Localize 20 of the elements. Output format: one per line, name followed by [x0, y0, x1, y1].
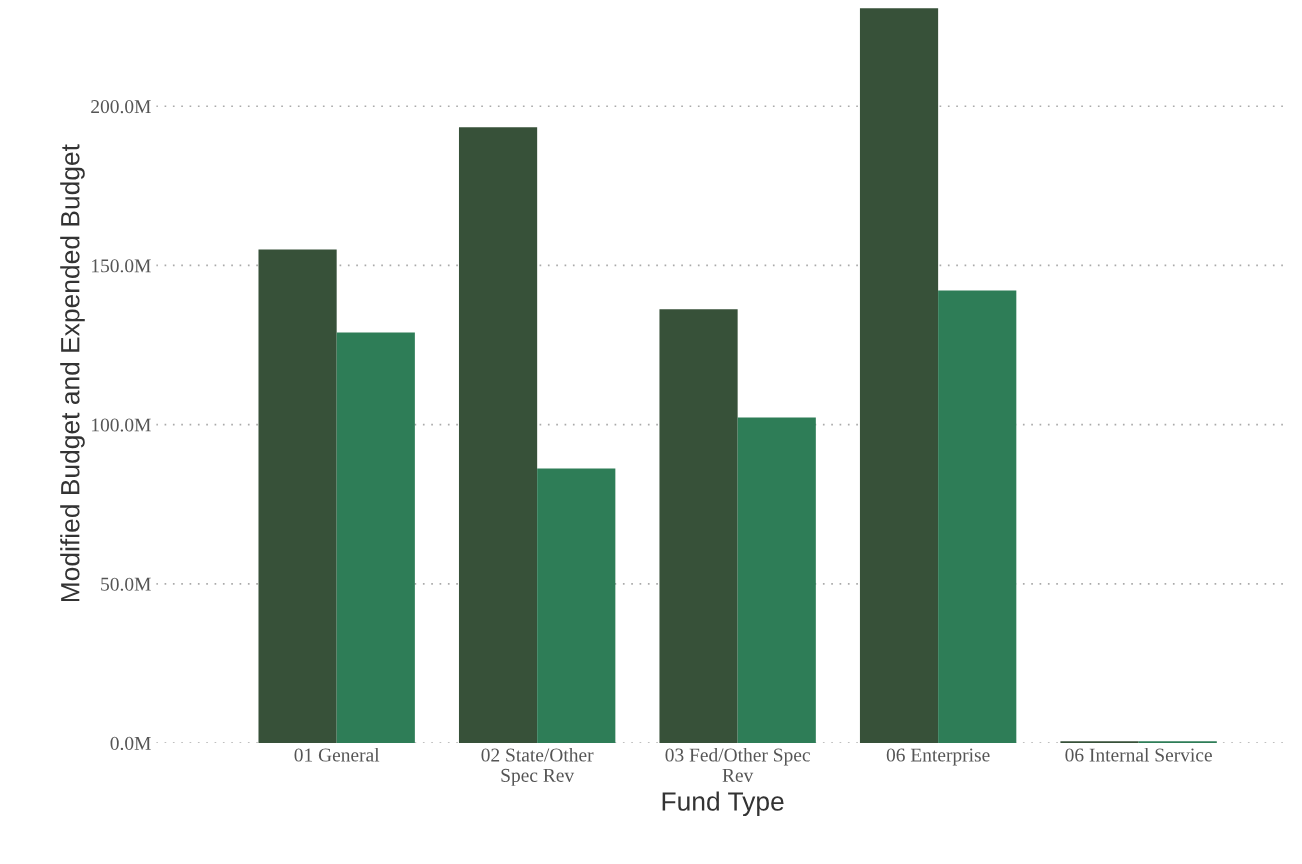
bar: [336, 332, 415, 744]
y-tick-label: 0.0M: [110, 736, 151, 751]
bar: [458, 127, 538, 744]
x-axis-title: Fund Type: [662, 791, 784, 817]
bar: [537, 468, 616, 744]
bar: [859, 8, 939, 744]
y-tick-label: 200.0M: [91, 100, 151, 114]
y-axis-title: Modified Budget and Expended Budget: [60, 144, 85, 602]
bar: [938, 290, 1017, 744]
bar: [737, 417, 816, 744]
y-tick-label: 100.0M: [92, 418, 151, 432]
x-tick-label: 06 Internal Service: [1065, 747, 1212, 762]
y-tick-label: 50.0M: [101, 577, 151, 591]
x-tick-label: 01 General: [294, 747, 380, 762]
x-tick-label: 06 Enterprise: [886, 748, 990, 766]
y-tick-label: 150.0M: [92, 259, 151, 273]
bar: [659, 309, 738, 744]
x-tick-label: 03 Fed/Other Spec Rev: [665, 747, 810, 782]
bar: [258, 249, 337, 744]
x-tick-label: 02 State/Other Spec Rev: [481, 747, 594, 786]
